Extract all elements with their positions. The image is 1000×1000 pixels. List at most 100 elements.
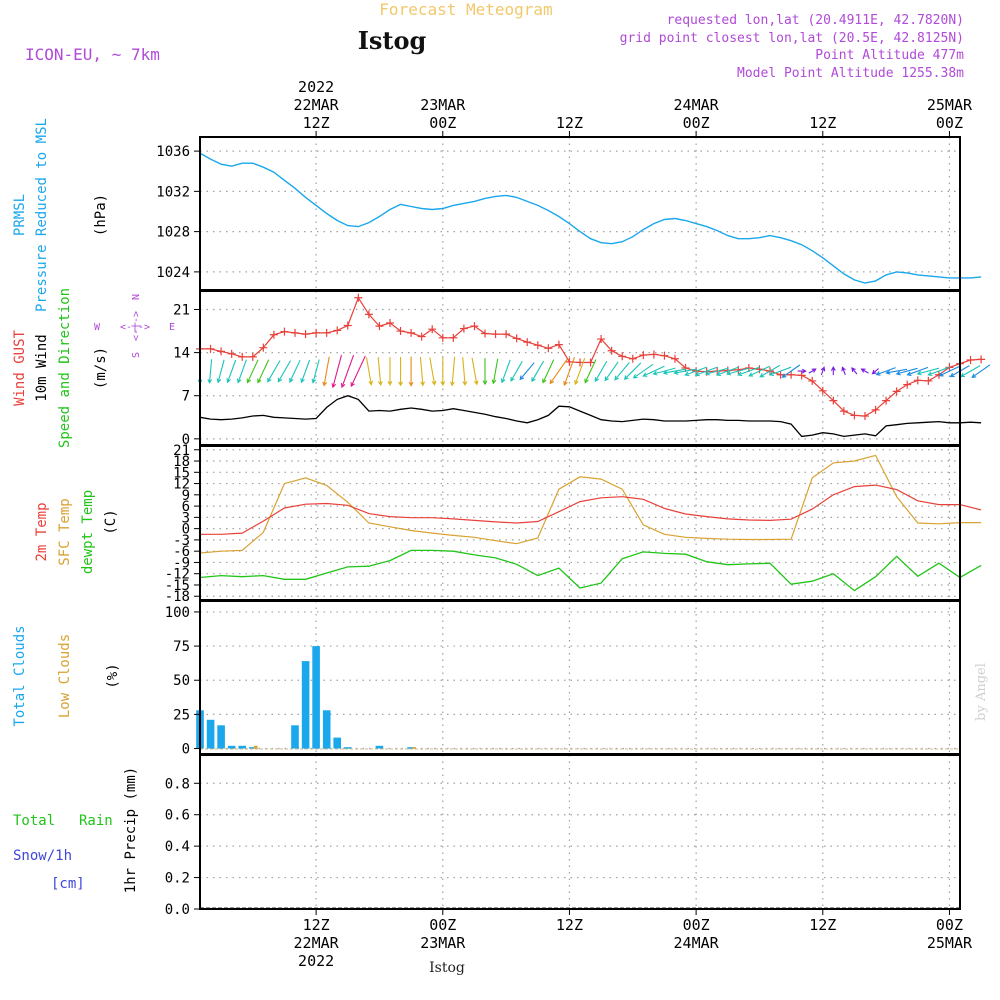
gust-marker (459, 324, 468, 333)
axes: 1024102810321036071421-18-15-12-9-6-3036… (156, 78, 973, 970)
gust-marker (649, 350, 658, 359)
gust-marker (312, 328, 321, 337)
total-cloud-bar (322, 710, 331, 749)
y-tick-label: 100 (165, 605, 190, 621)
requested-coords: requested lon,lat (20.4911E, 42.7820N) (667, 13, 964, 28)
model-label: ICON-EU, ~ 7km (25, 45, 160, 64)
gust-marker (280, 327, 289, 336)
temp-2m-line (200, 484, 982, 535)
y-tick-label: 25 (173, 707, 190, 723)
low-cloud-bar (253, 745, 258, 749)
x-tick-label-bottom: 12Z (556, 916, 583, 934)
total-cloud-bar (217, 725, 225, 749)
wind-direction-arrow (257, 359, 270, 384)
x-tick-label-bottom: 25MAR (927, 934, 973, 952)
wind-direction-arrow (311, 359, 320, 384)
gust-marker (839, 407, 848, 416)
temperature-labels: 2m Temp SFC Temp dewpt Temp (C) (34, 490, 119, 574)
gust-marker (217, 347, 226, 356)
wind-direction-arrow (216, 359, 225, 384)
x-tick-label-top: 00Z (683, 114, 710, 132)
wind-direction-arrow (549, 358, 568, 385)
gust-marker (333, 326, 342, 335)
gust-marker (206, 344, 215, 353)
gust-marker (818, 386, 827, 395)
wind-direction-arrow (623, 362, 642, 381)
precip-label-snow: Snow/1h (13, 848, 72, 864)
gust-marker (628, 354, 637, 363)
gust-marker (850, 411, 859, 420)
gust-marker (660, 351, 669, 360)
wind-direction-arrow (642, 365, 665, 377)
total-cloud-bar (249, 747, 257, 749)
wind-speed-line (199, 395, 982, 438)
gust-marker (755, 365, 764, 374)
wind-direction-arrow (377, 357, 383, 387)
y-tick-label: 12 (173, 477, 190, 493)
temp-label-sfc: SFC Temp (57, 498, 73, 565)
gust-marker (977, 355, 986, 364)
wind-direction-arrow (340, 354, 355, 389)
gust-marker (449, 333, 458, 342)
wind-direction-arrow (704, 367, 729, 376)
wind-direction-arrow (542, 359, 555, 384)
x-tick-label-top: 24MAR (674, 96, 720, 114)
gust-marker (470, 322, 479, 331)
y-tick-label: 0.2 (165, 871, 190, 887)
precip-label-unit: 1hr Precip (mm) (123, 767, 139, 893)
x-tick-label-bottom: 23MAR (420, 934, 466, 952)
y-tick-label: 15 (173, 465, 190, 481)
y-tick-label: 0 (182, 522, 190, 538)
gust-marker (259, 343, 268, 352)
x-tick-label-bottom: 24MAR (674, 934, 720, 952)
wind-direction-arrow (871, 368, 879, 375)
precip-label-cm: [cm] (51, 876, 85, 892)
dewpt-line (199, 549, 982, 592)
wind-direction-arrow (408, 356, 414, 387)
wind-direction-arrow (207, 359, 213, 384)
pressure-labels: PRMSL Pressure Reduced to MSL (hPa) (12, 118, 109, 312)
gust-marker (238, 352, 247, 361)
x-tick-label-top: 00Z (429, 114, 456, 132)
y-tick-label: -18 (165, 589, 190, 605)
wind-label-10m: 10m Wind (34, 334, 50, 401)
wind-direction-arrow (519, 362, 535, 381)
wind-direction-arrow (781, 364, 801, 378)
gust-marker (671, 354, 679, 363)
credit-watermark: by Angel (974, 663, 989, 721)
cloud-label-low: Low Clouds (57, 634, 73, 718)
x-tick-label-top: 2022 (298, 78, 334, 96)
grid-lines (200, 137, 960, 910)
meteogram-supertitle: Forecast Meteogram (379, 0, 552, 19)
wind-direction-arrow (768, 366, 792, 377)
panel-frame (199, 136, 961, 291)
wind-labels: Wind GUST 10m Wind Speed and Direction (… (12, 288, 175, 448)
x-tick-label-bottom: 22MAR (294, 934, 340, 952)
grid-point-coords: grid point closest lon,lat (20.5E, 42.81… (620, 31, 964, 46)
precip-label-total: Total (13, 813, 55, 829)
y-tick-label: 50 (173, 673, 190, 689)
y-tick-label: 1024 (156, 265, 190, 281)
x-tick-label-top: 00Z (936, 114, 963, 132)
gust-marker (544, 344, 553, 353)
gust-marker (554, 340, 563, 349)
x-tick-label-top: 12Z (303, 114, 330, 132)
gust-marker (565, 357, 574, 366)
y-tick-label: 0.6 (165, 808, 190, 824)
wind-direction-arrow (429, 357, 437, 386)
wind-direction-arrow (885, 368, 908, 375)
gust-marker (248, 352, 257, 361)
wind-direction-arrow (906, 366, 929, 376)
y-tick-label: 0.8 (165, 776, 190, 792)
total-cloud-bar (301, 661, 310, 749)
wind-direction-arrow (267, 360, 281, 383)
y-tick-label: 21 (173, 302, 190, 318)
panel-frame (199, 290, 961, 446)
y-tick-label: 14 (173, 346, 190, 362)
gust-marker (417, 332, 426, 341)
gust-marker (269, 330, 278, 339)
wind-direction-arrow (797, 368, 807, 374)
total-cloud-bar (407, 747, 415, 749)
cloud-label-total: Total Clouds (12, 625, 28, 726)
